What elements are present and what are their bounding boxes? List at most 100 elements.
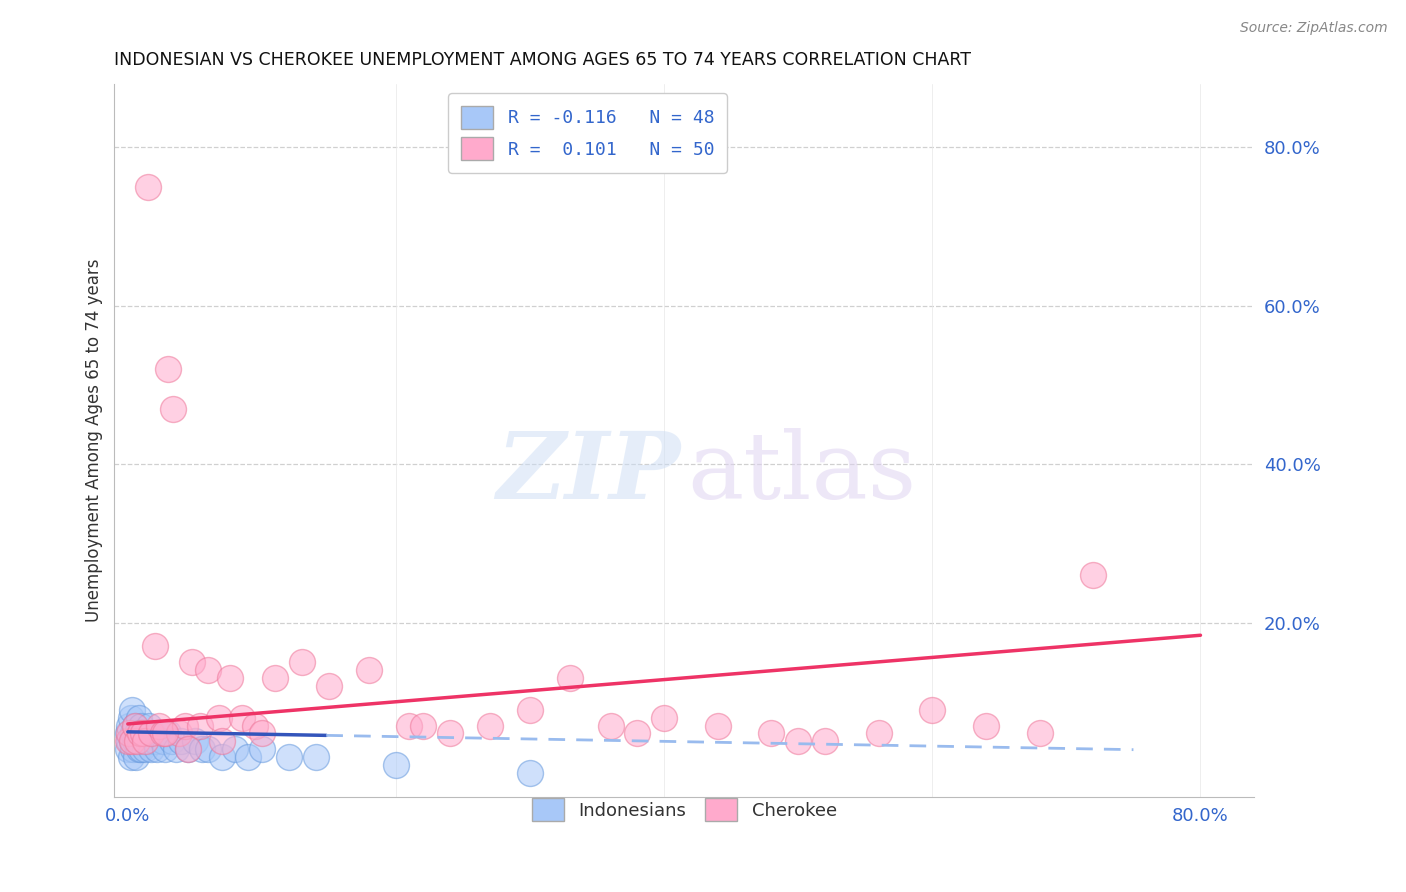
Point <box>412 718 434 732</box>
Text: atlas: atlas <box>688 427 917 517</box>
Point <box>127 726 149 740</box>
Point <box>231 710 253 724</box>
Point <box>250 742 273 756</box>
Point <box>165 742 187 756</box>
Point <box>128 742 150 756</box>
Point <box>250 726 273 740</box>
Point <box>124 734 146 748</box>
Point <box>134 742 156 756</box>
Point <box>787 734 810 748</box>
Point <box>118 726 141 740</box>
Point <box>170 734 193 748</box>
Point <box>208 710 231 724</box>
Point <box>124 718 146 732</box>
Point <box>174 718 197 732</box>
Point <box>177 742 200 756</box>
Point <box>127 734 149 748</box>
Point <box>129 718 152 732</box>
Point <box>157 362 180 376</box>
Point <box>118 734 141 748</box>
Point <box>277 750 299 764</box>
Point <box>707 718 730 732</box>
Point <box>398 718 420 732</box>
Point <box>157 726 180 740</box>
Point <box>439 726 461 740</box>
Point <box>129 742 152 756</box>
Text: Source: ZipAtlas.com: Source: ZipAtlas.com <box>1240 21 1388 35</box>
Point <box>238 750 260 764</box>
Point <box>359 663 381 677</box>
Text: INDONESIAN VS CHEROKEE UNEMPLOYMENT AMONG AGES 65 TO 74 YEARS CORRELATION CHART: INDONESIAN VS CHEROKEE UNEMPLOYMENT AMON… <box>114 51 972 69</box>
Point <box>122 742 145 756</box>
Point <box>136 734 159 748</box>
Point <box>264 671 287 685</box>
Point <box>121 703 143 717</box>
Point <box>652 710 675 724</box>
Point <box>132 734 155 748</box>
Point <box>148 718 170 732</box>
Point <box>519 703 541 717</box>
Point <box>128 710 150 724</box>
Point <box>128 726 150 740</box>
Point <box>974 718 997 732</box>
Point <box>197 742 219 756</box>
Y-axis label: Unemployment Among Ages 65 to 74 years: Unemployment Among Ages 65 to 74 years <box>86 259 103 623</box>
Point <box>190 742 212 756</box>
Point <box>599 718 621 732</box>
Point <box>245 718 267 732</box>
Point <box>921 703 943 717</box>
Point <box>152 726 174 740</box>
Point <box>188 718 211 732</box>
Point <box>1083 568 1105 582</box>
Point <box>117 726 139 740</box>
Point <box>318 679 340 693</box>
Point <box>122 726 145 740</box>
Point <box>131 726 153 740</box>
Point <box>135 726 157 740</box>
Point <box>152 734 174 748</box>
Point <box>128 734 150 748</box>
Point <box>155 742 177 756</box>
Point <box>121 734 143 748</box>
Point <box>167 726 190 740</box>
Text: ZIP: ZIP <box>496 427 681 517</box>
Point <box>136 180 159 194</box>
Point <box>181 655 204 669</box>
Point <box>197 663 219 677</box>
Point <box>118 718 141 732</box>
Point <box>1028 726 1050 740</box>
Point <box>211 750 233 764</box>
Point <box>218 671 240 685</box>
Point <box>626 726 648 740</box>
Point <box>177 742 200 756</box>
Point <box>519 766 541 780</box>
Point <box>155 726 177 740</box>
Legend: Indonesians, Cherokee: Indonesians, Cherokee <box>519 786 849 834</box>
Point <box>131 726 153 740</box>
Point <box>162 401 184 416</box>
Point <box>117 742 139 756</box>
Point <box>478 718 501 732</box>
Point <box>139 726 162 740</box>
Point <box>814 734 837 748</box>
Point <box>146 742 169 756</box>
Point <box>138 718 160 732</box>
Point <box>304 750 326 764</box>
Point <box>291 655 314 669</box>
Point <box>560 671 582 685</box>
Point <box>224 742 246 756</box>
Point <box>121 734 143 748</box>
Point <box>120 710 142 724</box>
Point <box>160 734 183 748</box>
Point <box>211 734 233 748</box>
Point <box>184 734 207 748</box>
Point <box>143 734 166 748</box>
Point <box>125 750 148 764</box>
Point <box>141 726 163 740</box>
Point <box>134 734 156 748</box>
Point <box>385 758 408 772</box>
Point <box>124 718 146 732</box>
Point <box>117 734 139 748</box>
Point <box>143 640 166 654</box>
Point <box>120 750 142 764</box>
